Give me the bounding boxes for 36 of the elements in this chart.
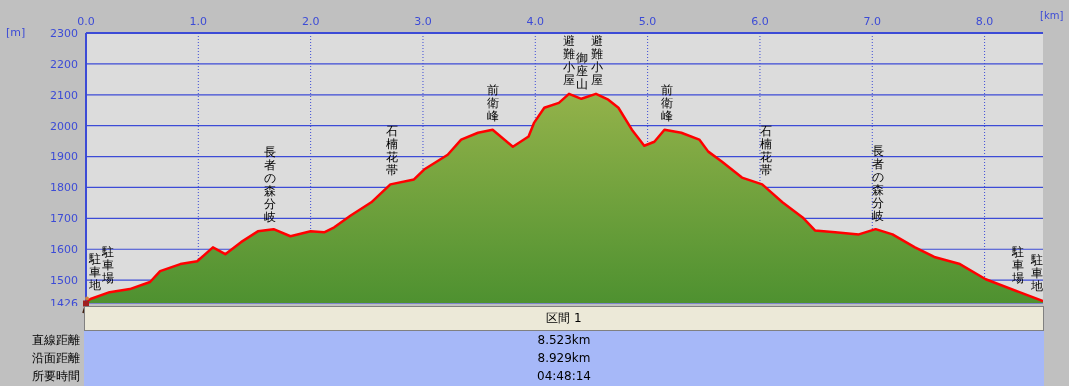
x-tick-label: 8.0 — [975, 15, 994, 28]
annotation: 駐車地 — [1030, 252, 1044, 293]
y-tick-label: 1500 — [50, 274, 78, 288]
text: 04:48:14 — [536, 368, 592, 385]
y-tick-label: 2000 — [50, 119, 78, 133]
y-axis-title: [m] — [6, 26, 26, 39]
y-tick-label: 1700 — [50, 212, 78, 226]
y-tick-label: 1900 — [50, 150, 78, 164]
x-tick-label: 3.0 — [414, 15, 432, 28]
annotation: 駐車場 — [101, 245, 115, 286]
x-tick-label: 0.0 — [77, 15, 95, 28]
text: 所要時間 — [31, 368, 80, 385]
x-tick-label: 2.0 — [301, 15, 320, 28]
x-tick-label: 6.0 — [751, 15, 769, 28]
y-tick-label: 2100 — [50, 88, 78, 102]
text: 沿面距離 — [31, 350, 80, 367]
y-tick-label: 2200 — [50, 57, 78, 71]
annotation: 前衛峰 — [486, 82, 499, 123]
text: 8.929km — [536, 350, 592, 367]
x-tick-label: 1.0 — [189, 15, 208, 28]
y-tick-label: 1800 — [50, 181, 78, 195]
x-axis-title: [km] — [1040, 10, 1064, 21]
annotation: 駐車場 — [1011, 244, 1025, 285]
x-tick-label: 5.0 — [638, 15, 657, 28]
y-tick-label: 2300 — [50, 26, 78, 40]
y-tick-label: 1600 — [50, 243, 78, 257]
annotation: 駐車地 — [87, 251, 101, 292]
text: 区間 1 — [84, 306, 1044, 331]
annotation: 避難小屋 — [562, 33, 575, 87]
x-tick-label: 7.0 — [863, 15, 882, 28]
x-tick-label: 4.0 — [526, 15, 545, 28]
annotation: 御座山 — [576, 50, 589, 91]
text: 直線距離 — [31, 332, 80, 349]
annotation: 前衛峰 — [660, 82, 673, 123]
text: 8.523km — [536, 332, 592, 349]
annotation: 避難小屋 — [591, 33, 604, 87]
